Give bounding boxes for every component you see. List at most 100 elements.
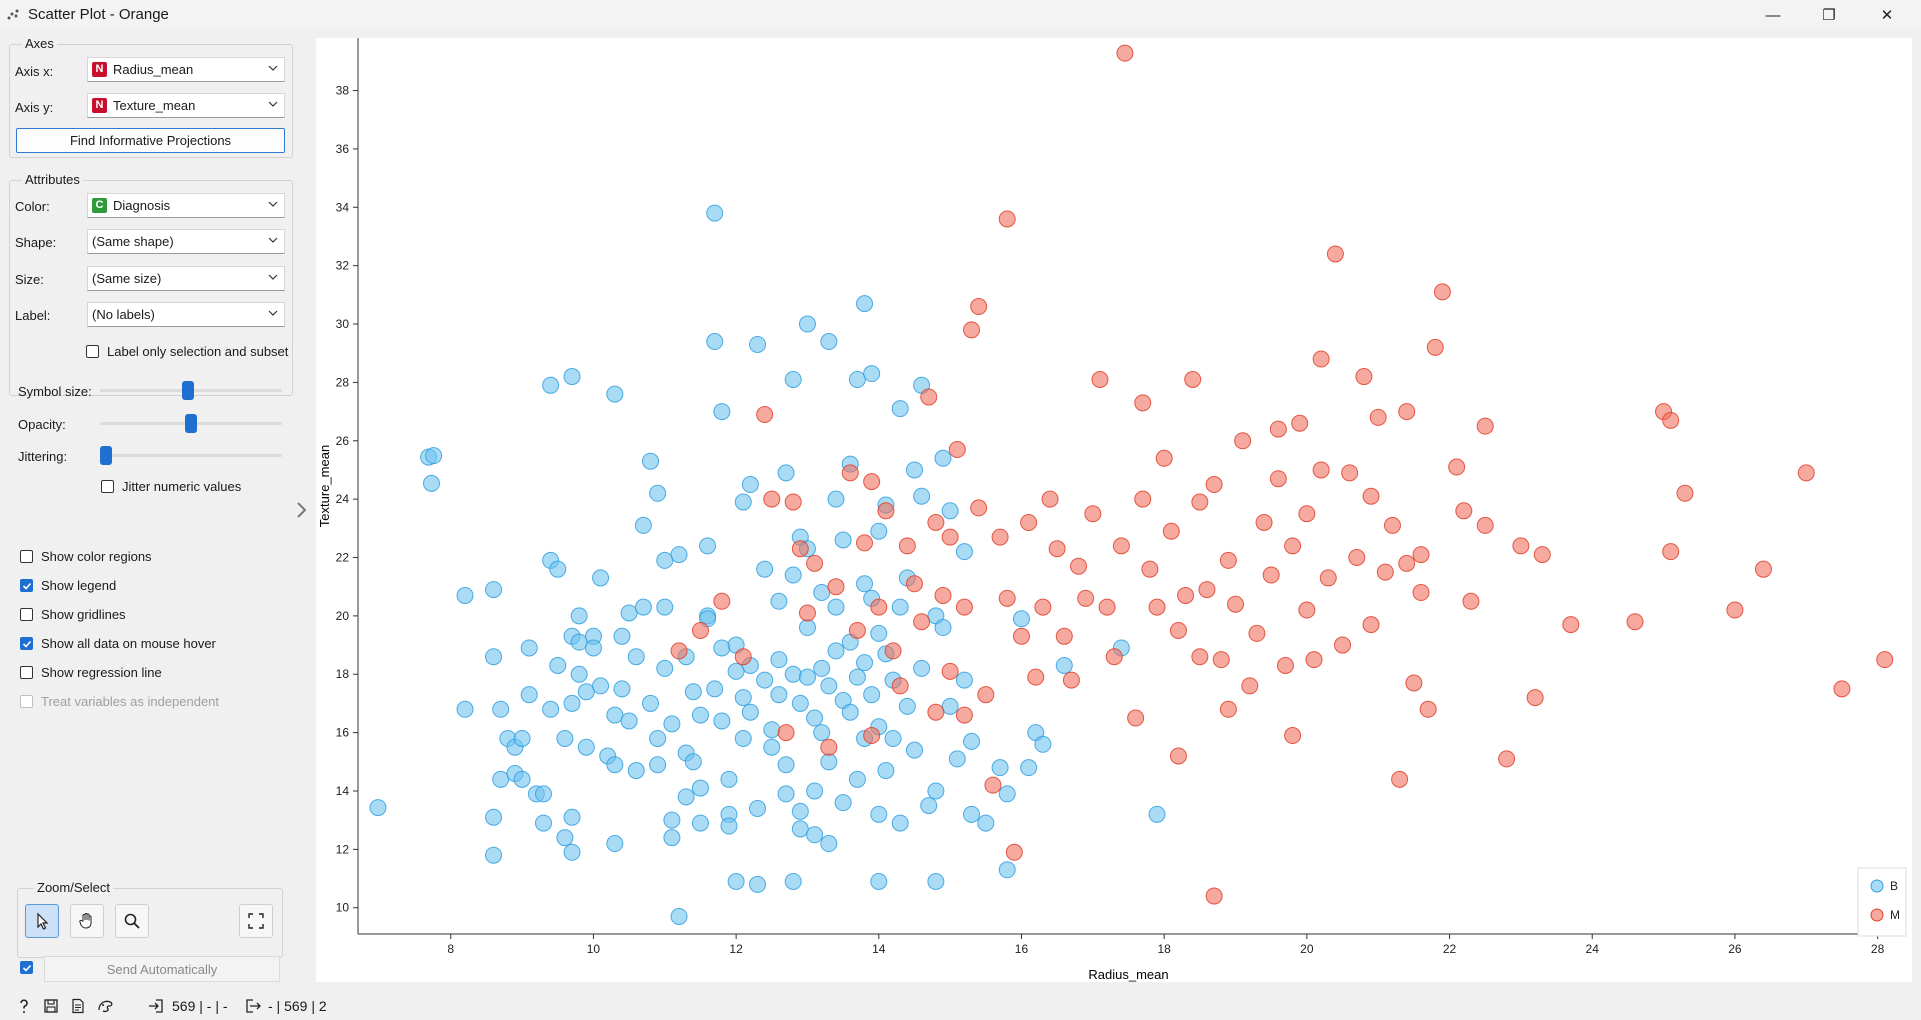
data-point-B[interactable] [834, 531, 852, 549]
data-point-B[interactable] [863, 686, 881, 704]
data-point-M[interactable] [1105, 648, 1123, 666]
data-point-B[interactable] [642, 452, 660, 470]
data-point-B[interactable] [577, 738, 595, 756]
data-point-M[interactable] [948, 441, 966, 459]
data-point-B[interactable] [570, 633, 588, 651]
data-point-M[interactable] [1276, 656, 1294, 674]
data-point-B[interactable] [784, 872, 802, 890]
data-point-B[interactable] [720, 770, 738, 788]
data-point-M[interactable] [898, 537, 916, 555]
data-point-B[interactable] [584, 639, 602, 657]
data-point-B[interactable] [848, 370, 866, 388]
data-point-M[interactable] [991, 528, 1009, 546]
data-point-B[interactable] [570, 607, 588, 625]
report-icon[interactable] [70, 998, 86, 1014]
data-point-M[interactable] [798, 604, 816, 622]
data-point-M[interactable] [1134, 394, 1152, 412]
find-informative-projections-button[interactable]: Find Informative Projections [16, 128, 285, 153]
data-point-B[interactable] [848, 668, 866, 686]
data-point-M[interactable] [1305, 651, 1323, 669]
data-point-B[interactable] [620, 604, 638, 622]
checkbox-box[interactable] [20, 637, 33, 650]
data-point-B[interactable] [634, 516, 652, 534]
data-point-M[interactable] [1326, 245, 1344, 263]
data-point-M[interactable] [1726, 601, 1744, 619]
data-point-B[interactable] [955, 671, 973, 689]
help-icon[interactable] [16, 998, 32, 1014]
data-point-M[interactable] [1526, 689, 1544, 707]
data-point-B[interactable] [734, 729, 752, 747]
data-point-M[interactable] [913, 613, 931, 631]
data-point-M[interactable] [1833, 680, 1851, 698]
data-point-B[interactable] [941, 502, 959, 520]
data-point-M[interactable] [1098, 598, 1116, 616]
data-point-B[interactable] [706, 204, 724, 222]
jitter-numeric-checkbox[interactable]: Jitter numeric values [101, 479, 241, 494]
data-point-M[interactable] [927, 703, 945, 721]
data-point-B[interactable] [606, 706, 624, 724]
data-point-M[interactable] [998, 589, 1016, 607]
data-point-B[interactable] [649, 756, 667, 774]
data-point-M[interactable] [1162, 522, 1180, 540]
label-combo[interactable]: (No labels) [87, 302, 285, 327]
data-point-M[interactable] [1155, 449, 1173, 467]
data-point-B[interactable] [606, 835, 624, 853]
data-point-B[interactable] [620, 712, 638, 730]
data-point-B[interactable] [663, 829, 681, 847]
data-point-B[interactable] [627, 648, 645, 666]
data-point-B[interactable] [756, 671, 774, 689]
data-point-M[interactable] [870, 598, 888, 616]
data-point-M[interactable] [1205, 887, 1223, 905]
data-point-M[interactable] [1334, 636, 1352, 654]
data-point-M[interactable] [1412, 584, 1430, 602]
data-point-M[interactable] [1219, 551, 1237, 569]
data-point-B[interactable] [998, 785, 1016, 803]
data-point-M[interactable] [1412, 546, 1430, 564]
data-point-B[interactable] [756, 560, 774, 578]
data-point-M[interactable] [1405, 674, 1423, 692]
data-point-B[interactable] [934, 619, 952, 637]
data-point-M[interactable] [955, 598, 973, 616]
data-point-M[interactable] [1662, 411, 1680, 429]
data-point-B[interactable] [556, 729, 574, 747]
data-point-B[interactable] [656, 598, 674, 616]
data-point-M[interactable] [970, 298, 988, 316]
data-point-M[interactable] [777, 724, 795, 742]
data-point-M[interactable] [970, 499, 988, 517]
data-point-M[interactable] [1077, 589, 1095, 607]
data-point-B[interactable] [749, 800, 767, 818]
data-point-B[interactable] [369, 799, 387, 817]
zoom-tool-button[interactable] [115, 904, 149, 938]
data-point-M[interactable] [1754, 560, 1772, 578]
data-point-M[interactable] [998, 210, 1016, 228]
data-point-B[interactable] [713, 403, 731, 421]
data-point-M[interactable] [984, 776, 1002, 794]
data-point-M[interactable] [734, 648, 752, 666]
data-point-B[interactable] [791, 820, 809, 838]
option-show-color-regions-checkbox[interactable]: Show color regions [20, 549, 152, 564]
data-point-M[interactable] [1341, 464, 1359, 482]
data-point-M[interactable] [1512, 537, 1530, 555]
data-point-B[interactable] [770, 592, 788, 610]
data-point-B[interactable] [727, 662, 745, 680]
data-point-B[interactable] [905, 741, 923, 759]
data-point-M[interactable] [1134, 490, 1152, 508]
data-point-B[interactable] [827, 642, 845, 660]
option-show-gridlines-checkbox[interactable]: Show gridlines [20, 607, 126, 622]
data-point-M[interactable] [820, 738, 838, 756]
data-point-B[interactable] [891, 814, 909, 832]
data-point-B[interactable] [492, 770, 510, 788]
data-point-M[interactable] [1383, 516, 1401, 534]
color-combo[interactable]: C Diagnosis [87, 193, 285, 218]
data-point-B[interactable] [606, 385, 624, 403]
data-point-M[interactable] [1091, 370, 1109, 388]
data-point-B[interactable] [905, 461, 923, 479]
data-point-B[interactable] [898, 697, 916, 715]
axis-x-combo[interactable]: N Radius_mean [87, 57, 285, 82]
data-point-B[interactable] [784, 566, 802, 584]
data-point-B[interactable] [913, 659, 931, 677]
data-point-B[interactable] [891, 400, 909, 418]
data-point-B[interactable] [963, 732, 981, 750]
data-point-B[interactable] [677, 788, 695, 806]
data-point-M[interactable] [1298, 505, 1316, 523]
